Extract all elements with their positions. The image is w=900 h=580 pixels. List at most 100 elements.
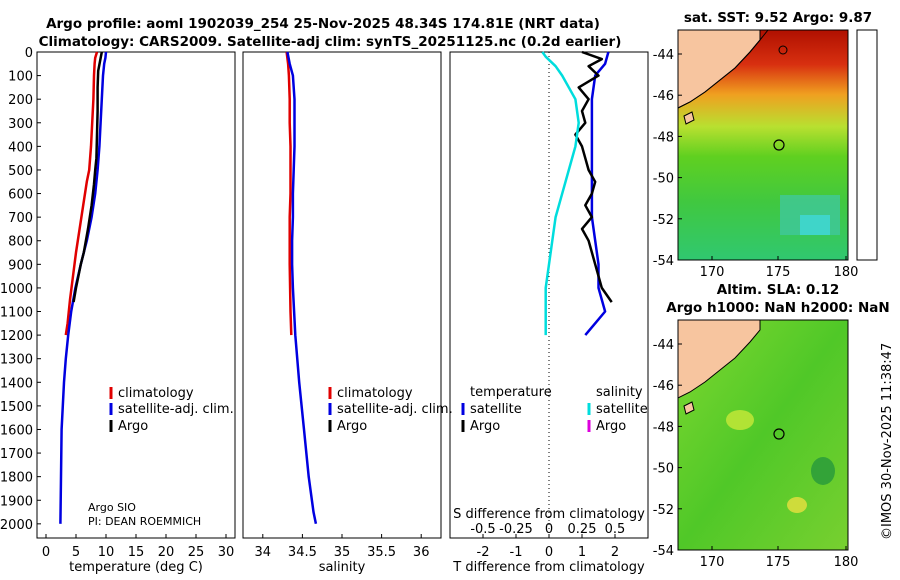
x-tick-label: 2 bbox=[611, 545, 619, 560]
lat-tick-label: -48 bbox=[653, 420, 674, 435]
sla-map-longitude-axis: 170 175 180 bbox=[700, 546, 858, 570]
x-tick-label: 35.5 bbox=[367, 545, 396, 560]
title-line-1: Argo profile: aoml 1902039_254 25-Nov-20… bbox=[46, 16, 600, 32]
legend-label-argo: Argo bbox=[118, 419, 148, 434]
chatham-rise-contour bbox=[778, 45, 788, 55]
series-line-satellite-adj-clim bbox=[286, 51, 318, 525]
legend-label-satellite-adj: satellite-adj. clim. bbox=[337, 402, 453, 417]
salinity-axes-frame bbox=[242, 51, 442, 539]
depth-tick-label: 2000 bbox=[0, 518, 33, 533]
sla-high-eddy bbox=[726, 410, 754, 430]
lat-tick-label: -54 bbox=[653, 544, 674, 559]
lat-tick-label: -54 bbox=[653, 254, 674, 269]
depth-tick-label: 700 bbox=[8, 211, 33, 226]
sst-map-title: sat. SST: 9.52 Argo: 9.87 bbox=[684, 10, 872, 26]
x-tick-label: 34.5 bbox=[288, 545, 317, 560]
legend-label-argo: Argo bbox=[337, 419, 367, 434]
salinity-legend: climatology satellite-adj. clim. Argo bbox=[328, 386, 453, 434]
depth-tick-label: 1100 bbox=[0, 306, 33, 321]
x-tick-label: 5 bbox=[72, 545, 80, 560]
lat-tick-label: -44 bbox=[653, 48, 674, 63]
depth-tick-label: 900 bbox=[8, 258, 33, 273]
x-tick-label: 30 bbox=[218, 545, 235, 560]
sla-high-eddy bbox=[787, 497, 807, 513]
legend-label-t-satellite: satellite bbox=[470, 402, 522, 417]
sst-cool-core bbox=[800, 215, 830, 235]
salinity-series bbox=[285, 51, 318, 525]
depth-tick-label: 100 bbox=[8, 70, 33, 85]
x-tick-label: 10 bbox=[98, 545, 115, 560]
title-line-2: Climatology: CARS2009. Satellite-adj cli… bbox=[39, 34, 622, 50]
difference-series bbox=[541, 50, 613, 336]
sla-map: Altim. SLA: 0.12 Argo h1000: NaN h2000: … bbox=[653, 282, 890, 570]
x-tick-label: 20 bbox=[158, 545, 175, 560]
annotation-argo-sio: Argo SIO bbox=[88, 501, 136, 514]
temperature-axes-frame bbox=[36, 51, 236, 539]
temperature-x-axis: 0 5 10 15 20 25 30 bbox=[42, 534, 234, 560]
legend-title-temperature: temperature bbox=[470, 385, 552, 400]
coastline-contour bbox=[677, 29, 769, 109]
sla-map-frame bbox=[677, 319, 849, 551]
sst-colorbar-frame bbox=[856, 29, 878, 261]
lat-tick-label: -48 bbox=[653, 130, 674, 145]
temperature-panel: 0100200300400500600700800900100011001200… bbox=[0, 46, 236, 575]
depth-tick-label: 1300 bbox=[0, 353, 33, 368]
lat-tick-label: -52 bbox=[653, 213, 674, 228]
lat-tick-label: -52 bbox=[653, 503, 674, 518]
lon-tick-label: 170 bbox=[700, 265, 725, 280]
s-difference-label: S difference from climatology bbox=[453, 507, 645, 522]
series-line-t-argo bbox=[574, 50, 613, 303]
argo-position-marker bbox=[773, 428, 785, 440]
legend-label-s-satellite: satellite bbox=[596, 402, 648, 417]
series-line-climatology bbox=[64, 51, 99, 336]
x-tick-label: -1 bbox=[510, 545, 523, 560]
lon-tick-label: 180 bbox=[834, 265, 859, 280]
sst-map-longitude-axis: 170 175 180 bbox=[700, 256, 859, 280]
depth-tick-label: 1800 bbox=[0, 471, 33, 486]
legend-label-climatology: climatology bbox=[118, 386, 194, 401]
lat-tick-label: -50 bbox=[653, 172, 674, 187]
salinity-panel: 34 34.5 35 35.5 36 salinity climatology sate… bbox=[242, 51, 453, 575]
t-difference-label: T difference from climatology bbox=[452, 560, 645, 575]
sst-map-frame bbox=[677, 29, 849, 261]
temperature-xlabel: temperature (deg C) bbox=[69, 560, 203, 575]
s-diff-tick-label: -0.5 bbox=[470, 522, 495, 537]
series-line-argo bbox=[72, 51, 104, 303]
depth-tick-label: 400 bbox=[8, 140, 33, 155]
x-tick-label: -2 bbox=[477, 545, 490, 560]
legend-label-t-argo: Argo bbox=[470, 419, 500, 434]
x-tick-label: 36 bbox=[413, 545, 430, 560]
depth-tick-label: 500 bbox=[8, 164, 33, 179]
depth-tick-label: 0 bbox=[25, 46, 33, 61]
series-line-climatology bbox=[285, 51, 293, 336]
legend-label-s-argo: Argo bbox=[596, 419, 626, 434]
stewart-island bbox=[683, 111, 695, 125]
lat-tick-label: -46 bbox=[653, 89, 674, 104]
depth-tick-label: 1600 bbox=[0, 423, 33, 438]
legend-label-climatology: climatology bbox=[337, 386, 413, 401]
salinity-xlabel: salinity bbox=[319, 560, 366, 575]
x-tick-label: 35 bbox=[334, 545, 351, 560]
depth-tick-label: 1000 bbox=[0, 282, 33, 297]
lon-tick-label: 175 bbox=[766, 265, 791, 280]
argo-position-marker bbox=[773, 139, 785, 151]
depth-tick-label: 200 bbox=[8, 93, 33, 108]
series-line-s-satellite bbox=[541, 51, 580, 336]
lon-tick-label: 170 bbox=[700, 555, 725, 570]
annotation-pi-name: PI: DEAN ROEMMICH bbox=[88, 515, 201, 528]
depth-tick-label: 300 bbox=[8, 117, 33, 132]
lon-tick-label: 175 bbox=[766, 555, 791, 570]
depth-tick-label: 1500 bbox=[0, 400, 33, 415]
depth-tick-label: 1400 bbox=[0, 376, 33, 391]
s-diff-tick-label: 0.25 bbox=[568, 522, 597, 537]
imos-timestamp: ©IMOS 30-Nov-2025 11:38:47 bbox=[880, 343, 895, 540]
s-diff-tick-label: -0.25 bbox=[499, 522, 533, 537]
difference-panel: -2 -1 0 1 2 S difference from climatology -0… bbox=[449, 50, 649, 575]
x-tick-label: 1 bbox=[578, 545, 586, 560]
lat-tick-label: -50 bbox=[653, 462, 674, 477]
temperature-legend: climatology satellite-adj. clim. Argo bbox=[109, 386, 234, 434]
depth-axis: 0 100 200 300 400 500 600 700 800 900 1000 1100 1200… bbox=[0, 46, 41, 533]
lat-tick-label: -44 bbox=[653, 338, 674, 353]
x-tick-label: 25 bbox=[188, 545, 205, 560]
